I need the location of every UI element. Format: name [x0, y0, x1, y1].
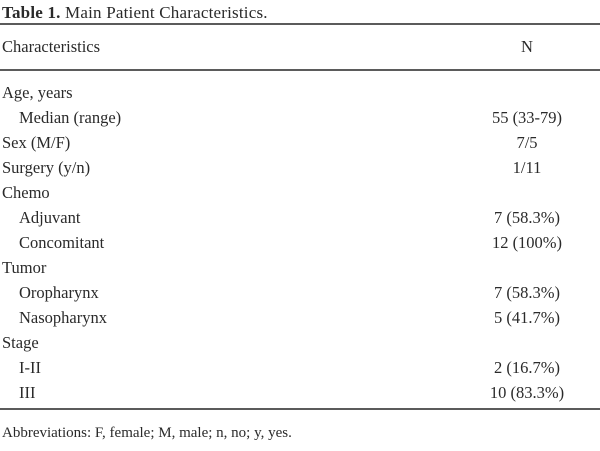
- row-label: Concomitant: [19, 232, 105, 252]
- row-label: Adjuvant: [19, 207, 81, 227]
- row-label: III: [19, 382, 36, 402]
- column-header-n: N: [521, 37, 533, 56]
- row-label: Oropharynx: [19, 282, 99, 302]
- column-header-characteristics: Characteristics: [2, 37, 101, 56]
- row-value: 7/5: [516, 132, 538, 152]
- table-row: Age, years: [0, 80, 600, 105]
- row-value: 12 (100%): [491, 232, 563, 252]
- table-row: Adjuvant 7 (58.3%): [0, 205, 600, 230]
- row-value: 7 (58.3%): [494, 282, 560, 302]
- table-row: Concomitant 12 (100%): [0, 230, 600, 255]
- table-row: Surgery (y/n) 1/11: [0, 155, 600, 180]
- row-label: Nasopharynx: [19, 307, 107, 327]
- row-label: I-II: [19, 357, 41, 377]
- row-value: 1/11: [512, 157, 542, 177]
- table-rule-top: [0, 23, 600, 25]
- row-value: 7 (58.3%): [494, 207, 560, 227]
- table-row: Chemo: [0, 180, 600, 205]
- row-label: Age, years: [2, 82, 73, 102]
- row-value: 55 (33-79): [491, 107, 563, 127]
- table-caption: Table 1. Main Patient Characteristics.: [0, 2, 600, 23]
- table-row: Tumor: [0, 255, 600, 280]
- table-row: Nasopharynx 5 (41.7%): [0, 305, 600, 330]
- row-value: 2 (16.7%): [494, 357, 560, 377]
- row-value: 5 (41.7%): [494, 307, 560, 327]
- table-caption-text: Main Patient Characteristics.: [60, 3, 268, 22]
- row-label: Tumor: [2, 257, 47, 277]
- row-label: Sex (M/F): [2, 132, 71, 152]
- table-row: Median (range) 55 (33-79): [0, 105, 600, 130]
- table-rule-header: [0, 69, 600, 71]
- table-row: III 10 (83.3%): [0, 380, 600, 405]
- table-caption-label: Table 1.: [2, 3, 61, 22]
- row-label: Stage: [2, 332, 39, 352]
- table-row: I-II 2 (16.7%): [0, 355, 600, 380]
- table-rule-bottom: [0, 408, 600, 410]
- row-label: Surgery (y/n): [2, 157, 91, 177]
- table-row: Sex (M/F) 7/5: [0, 130, 600, 155]
- row-label: Median (range): [19, 107, 122, 127]
- table-body: Age, years Median (range) 55 (33-79) Sex…: [0, 71, 600, 408]
- table-row: Oropharynx 7 (58.3%): [0, 280, 600, 305]
- row-value: 10 (83.3%): [489, 382, 565, 402]
- table-footnote: Abbreviations: F, female; M, male; n, no…: [2, 425, 292, 441]
- table-row: Stage: [0, 330, 600, 355]
- table-header-row: Characteristics N: [0, 25, 600, 69]
- row-label: Chemo: [2, 182, 50, 202]
